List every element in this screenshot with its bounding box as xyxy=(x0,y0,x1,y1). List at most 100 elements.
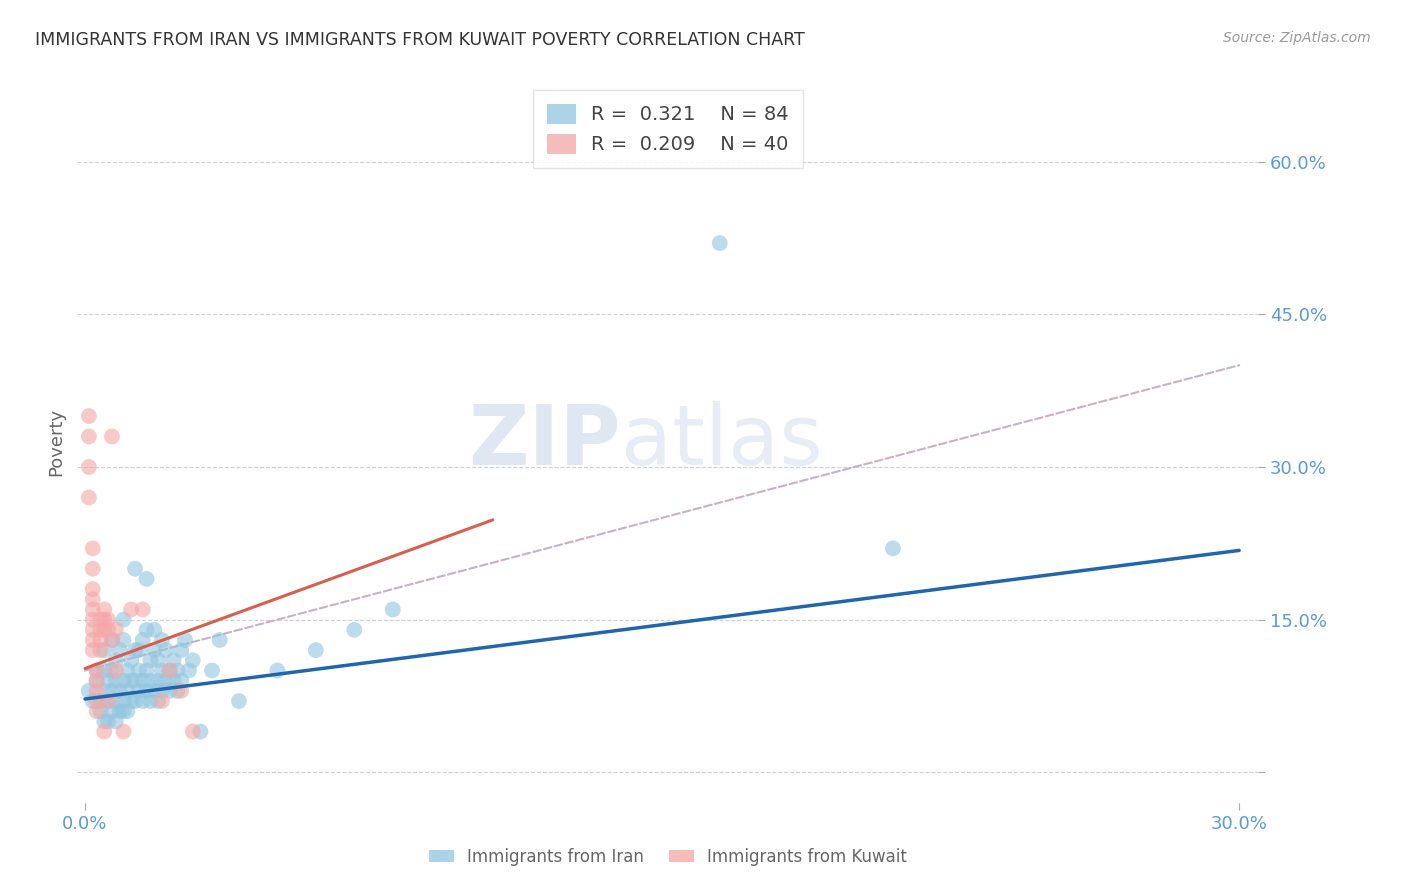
Point xyxy=(170,643,193,657)
Point xyxy=(104,673,127,688)
Point xyxy=(170,684,193,698)
Point xyxy=(135,623,157,637)
Point xyxy=(89,704,111,718)
Point xyxy=(139,673,162,688)
Point xyxy=(143,643,166,657)
Point xyxy=(120,694,142,708)
Point xyxy=(77,684,100,698)
Text: Source: ZipAtlas.com: Source: ZipAtlas.com xyxy=(1223,31,1371,45)
Point xyxy=(82,632,104,647)
Point xyxy=(93,714,115,729)
Point xyxy=(266,664,288,678)
Point xyxy=(104,694,127,708)
Point xyxy=(143,684,166,698)
Point xyxy=(86,684,108,698)
Point xyxy=(104,664,127,678)
Point xyxy=(132,694,155,708)
Point xyxy=(132,602,155,616)
Point xyxy=(139,653,162,667)
Point xyxy=(97,694,120,708)
Point xyxy=(82,562,104,576)
Point xyxy=(93,623,115,637)
Point xyxy=(150,632,173,647)
Point xyxy=(77,460,100,475)
Point xyxy=(120,653,142,667)
Point xyxy=(97,613,120,627)
Point xyxy=(305,643,328,657)
Point xyxy=(146,653,169,667)
Point xyxy=(162,653,184,667)
Point xyxy=(381,602,404,616)
Point xyxy=(155,643,177,657)
Point xyxy=(89,613,111,627)
Point xyxy=(101,632,124,647)
Point xyxy=(181,724,204,739)
Point xyxy=(86,664,108,678)
Point xyxy=(101,684,124,698)
Point xyxy=(117,684,139,698)
Text: atlas: atlas xyxy=(620,401,823,482)
Point xyxy=(86,694,108,708)
Point xyxy=(112,694,135,708)
Point xyxy=(166,684,188,698)
Point xyxy=(228,694,250,708)
Point xyxy=(709,236,731,251)
Point xyxy=(82,592,104,607)
Point xyxy=(112,613,135,627)
Point xyxy=(86,673,108,688)
Point xyxy=(93,643,115,657)
Point xyxy=(150,684,173,698)
Point xyxy=(159,664,181,678)
Point xyxy=(108,643,131,657)
Point xyxy=(155,673,177,688)
Point xyxy=(143,623,166,637)
Point xyxy=(86,664,108,678)
Point xyxy=(89,623,111,637)
Point xyxy=(120,602,142,616)
Point xyxy=(97,623,120,637)
Text: ZIP: ZIP xyxy=(468,401,620,482)
Point xyxy=(86,704,108,718)
Point xyxy=(128,684,150,698)
Text: IMMIGRANTS FROM IRAN VS IMMIGRANTS FROM KUWAIT POVERTY CORRELATION CHART: IMMIGRANTS FROM IRAN VS IMMIGRANTS FROM … xyxy=(35,31,804,49)
Point xyxy=(146,694,169,708)
Point xyxy=(97,714,120,729)
Point xyxy=(93,664,115,678)
Point xyxy=(201,664,224,678)
Point xyxy=(93,613,115,627)
Point xyxy=(150,694,173,708)
Point xyxy=(97,694,120,708)
Point xyxy=(117,704,139,718)
Point xyxy=(135,684,157,698)
Point xyxy=(82,613,104,627)
Point xyxy=(170,673,193,688)
Point xyxy=(166,664,188,678)
Point xyxy=(89,643,111,657)
Point xyxy=(101,704,124,718)
Point xyxy=(82,694,104,708)
Point xyxy=(190,724,212,739)
Point xyxy=(112,632,135,647)
Point xyxy=(124,562,146,576)
Point xyxy=(108,684,131,698)
Point xyxy=(77,429,100,443)
Point xyxy=(128,643,150,657)
Point xyxy=(82,582,104,596)
Point xyxy=(882,541,904,556)
Point xyxy=(112,673,135,688)
Legend: Immigrants from Iran, Immigrants from Kuwait: Immigrants from Iran, Immigrants from Ku… xyxy=(420,839,915,874)
Point xyxy=(104,653,127,667)
Point xyxy=(112,724,135,739)
Point xyxy=(343,623,366,637)
Point xyxy=(159,684,181,698)
Point xyxy=(146,673,169,688)
Point xyxy=(93,724,115,739)
Point xyxy=(117,664,139,678)
Point xyxy=(135,572,157,586)
Point xyxy=(104,623,127,637)
Point xyxy=(104,714,127,729)
Point xyxy=(150,664,173,678)
Point xyxy=(181,653,204,667)
Point xyxy=(93,684,115,698)
Point xyxy=(77,409,100,423)
